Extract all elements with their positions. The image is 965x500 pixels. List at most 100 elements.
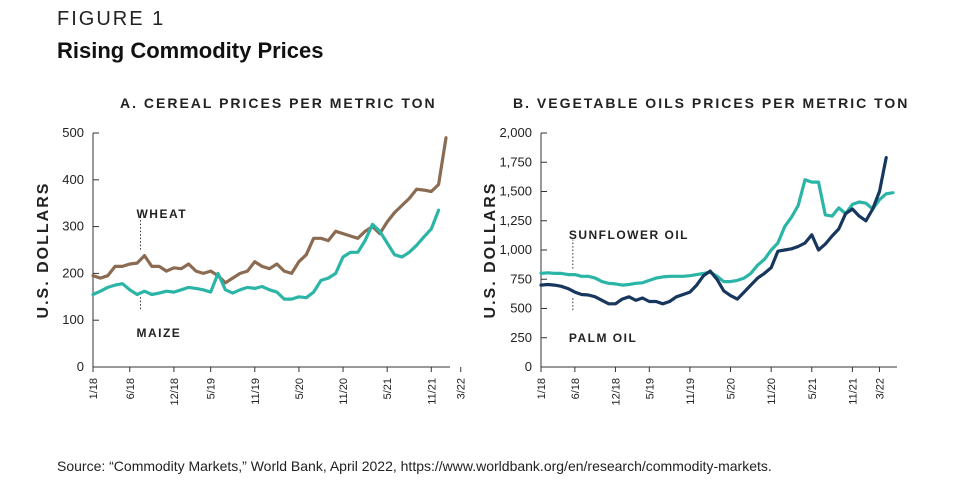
data-point-sunflower-oil [601, 281, 603, 283]
data-point-palm-oil [845, 213, 847, 215]
data-point-maize [364, 240, 366, 242]
data-point-wheat [357, 237, 359, 239]
data-point-palm-oil [702, 275, 705, 277]
data-point-maize [151, 293, 153, 296]
data-point-palm-oil [838, 228, 840, 230]
data-point-wheat [165, 270, 168, 272]
data-point-palm-oil [587, 294, 590, 296]
data-point-wheat [210, 270, 212, 272]
data-point-palm-oil [811, 234, 813, 236]
data-point-sunflower-oil [621, 284, 623, 286]
x-tick-label: 11/19 [250, 378, 262, 405]
data-point-sunflower-oil [547, 272, 549, 274]
data-point-wheat [254, 261, 256, 263]
data-point-maize [188, 286, 190, 288]
data-point-wheat [364, 230, 366, 232]
y-tick-label: 300 [62, 219, 84, 234]
data-point-wheat [188, 263, 190, 265]
data-point-maize [268, 289, 271, 291]
x-tick-label: 5/19 [644, 378, 656, 399]
x-tick-label: 11/20 [338, 378, 350, 405]
data-point-sunflower-oil [567, 274, 569, 276]
data-point-maize [202, 289, 204, 291]
data-point-wheat [283, 270, 285, 272]
data-point-maize [438, 209, 440, 211]
data-point-sunflower-oil [655, 277, 657, 279]
data-point-wheat [173, 267, 175, 269]
data-point-wheat [136, 262, 138, 264]
y-tick-label: 2,000 [499, 125, 532, 140]
data-point-sunflower-oil [777, 242, 779, 244]
data-point-maize [423, 236, 425, 238]
data-point-sunflower-oil [878, 199, 881, 201]
data-point-palm-oil [560, 285, 562, 287]
data-point-palm-oil [872, 208, 874, 210]
data-point-sunflower-oil [641, 282, 644, 284]
data-point-palm-oil [689, 291, 691, 293]
data-point-maize [386, 242, 388, 244]
data-point-maize [246, 286, 248, 288]
data-point-wheat [107, 275, 109, 277]
data-point-palm-oil [824, 243, 826, 245]
data-point-maize [379, 230, 381, 232]
x-tick-label: 3/22 [874, 378, 886, 399]
data-point-sunflower-oil [540, 272, 542, 274]
data-point-wheat [232, 277, 234, 279]
data-point-wheat [305, 254, 307, 256]
x-tick-label: 11/19 [685, 378, 697, 405]
data-point-palm-oil [648, 300, 650, 303]
y-tick-label: 500 [510, 301, 532, 316]
x-tick-label: 5/20 [294, 378, 306, 399]
data-point-sunflower-oil [669, 275, 671, 277]
x-tick-label: 12/18 [610, 378, 622, 406]
data-point-wheat [246, 270, 248, 272]
data-point-wheat [423, 189, 425, 191]
annotation-wheat: WHEAT [136, 207, 187, 221]
data-point-palm-oil [669, 300, 671, 303]
data-point-maize [342, 256, 344, 258]
data-point-maize [320, 279, 322, 281]
data-point-maize [393, 254, 396, 256]
data-point-palm-oil [709, 270, 711, 272]
data-point-palm-oil [547, 283, 549, 286]
y-tick-label: 750 [510, 271, 532, 286]
data-point-wheat [335, 230, 337, 232]
data-point-sunflower-oil [682, 275, 684, 277]
data-point-palm-oil [804, 242, 806, 244]
data-point-wheat [291, 272, 293, 274]
data-point-maize [143, 290, 146, 292]
data-point-wheat [99, 277, 101, 279]
data-point-maize [129, 289, 131, 291]
data-point-maize [276, 291, 278, 293]
data-point-sunflower-oil [757, 264, 759, 266]
x-tick-label: 1/18 [88, 378, 100, 399]
data-point-wheat [114, 265, 116, 267]
data-point-sunflower-oil [817, 181, 820, 183]
data-point-sunflower-oil [628, 283, 630, 286]
data-point-sunflower-oil [858, 201, 860, 203]
data-point-palm-oil [553, 284, 556, 286]
data-point-maize [261, 285, 263, 288]
data-point-maize [283, 298, 285, 300]
data-point-sunflower-oil [675, 275, 678, 277]
data-point-palm-oil [655, 300, 657, 303]
data-point-wheat [158, 265, 160, 267]
data-point-wheat [239, 272, 241, 274]
data-point-palm-oil [784, 249, 786, 251]
data-point-palm-oil [736, 298, 738, 300]
data-point-maize [107, 286, 109, 288]
data-point-wheat [438, 183, 440, 186]
data-point-wheat [261, 265, 263, 267]
data-point-sunflower-oil [838, 207, 840, 209]
data-point-palm-oil [621, 298, 623, 300]
y-tick-label: 1,000 [499, 242, 532, 257]
data-point-wheat [386, 221, 388, 223]
data-point-sunflower-oil [824, 214, 826, 216]
data-point-wheat [202, 272, 204, 274]
data-point-maize [313, 291, 315, 293]
data-point-maize [298, 296, 300, 298]
data-point-wheat [276, 263, 278, 265]
data-point-palm-oil [594, 296, 596, 298]
data-point-wheat [92, 275, 94, 277]
data-point-sunflower-oil [811, 181, 813, 183]
